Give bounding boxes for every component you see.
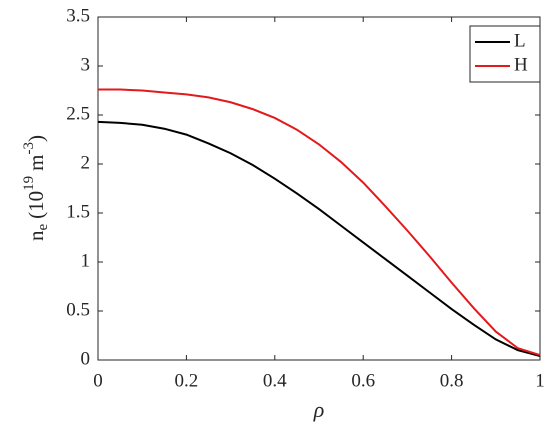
x-axis-label: ρ [313, 397, 325, 422]
legend-box [469, 25, 541, 83]
y-label-part: m [24, 154, 48, 170]
series-line [97, 120, 541, 358]
plot-frame [97, 16, 541, 361]
y-tick-label: 0.5 [66, 299, 90, 320]
y-tick-label: 2.5 [66, 103, 90, 124]
x-tick-label: 1 [535, 370, 545, 391]
y-tick-label: 3.5 [66, 5, 90, 26]
y-label-part: n [24, 230, 48, 241]
series-line [98, 88, 541, 357]
x-tick-label: 0 [93, 370, 103, 391]
x-tick-label: 0.6 [351, 370, 375, 391]
y-tick-label: 0 [81, 348, 91, 369]
x-tick-label: 0.2 [175, 370, 199, 391]
y-label-part: (10 [24, 191, 48, 219]
y-tick-label: 2 [81, 152, 91, 173]
y-tick-label: 1.5 [66, 201, 90, 222]
y-label-part: e [35, 224, 51, 231]
legend-label: L [514, 30, 526, 51]
y-tick-label: 1 [81, 250, 91, 271]
y-tick-label: 3 [81, 54, 91, 75]
x-tick-label: 0.4 [263, 370, 287, 391]
y-label-part: ) [24, 135, 48, 142]
legend-label: H [514, 54, 528, 75]
y-label-part: -3 [21, 142, 37, 155]
x-tick-label: 0.8 [440, 370, 464, 391]
y-axis-label: ne (1019 m-3) [21, 135, 51, 241]
y-label-part: 19 [21, 176, 37, 191]
